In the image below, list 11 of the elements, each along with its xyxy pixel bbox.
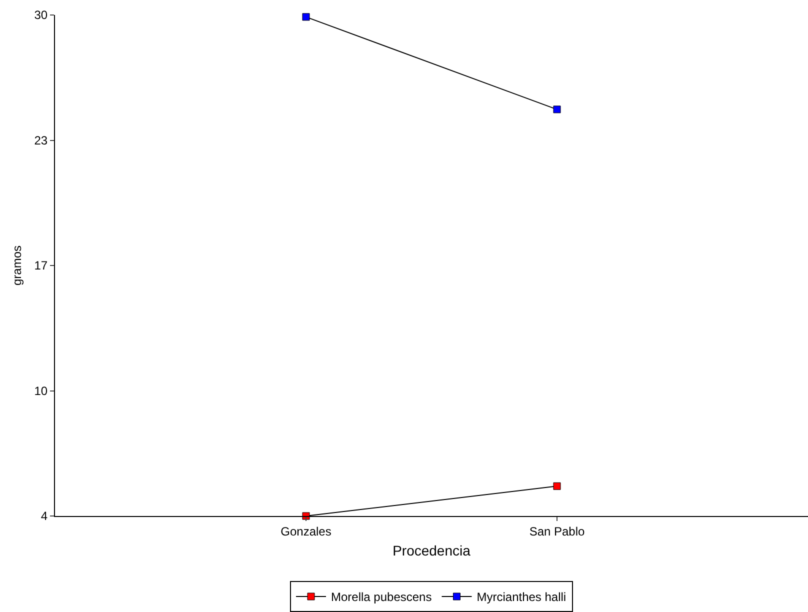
y-axis-title: gramos: [10, 245, 24, 286]
y-tick-label: 17: [34, 258, 48, 273]
x-axis-title: Procedencia: [392, 542, 471, 559]
x-tick-label: Gonzales: [280, 524, 332, 538]
legend-label: Morella pubescens: [331, 590, 432, 604]
y-tick-label: 4: [40, 509, 48, 524]
legend-label: Myrcianthes halli: [476, 590, 566, 604]
y-tick-label: 23: [34, 133, 48, 148]
x-tick-label: San Pablo: [529, 524, 586, 538]
y-tick-label: 10: [34, 384, 48, 398]
y-tick-label: 30: [34, 8, 48, 22]
